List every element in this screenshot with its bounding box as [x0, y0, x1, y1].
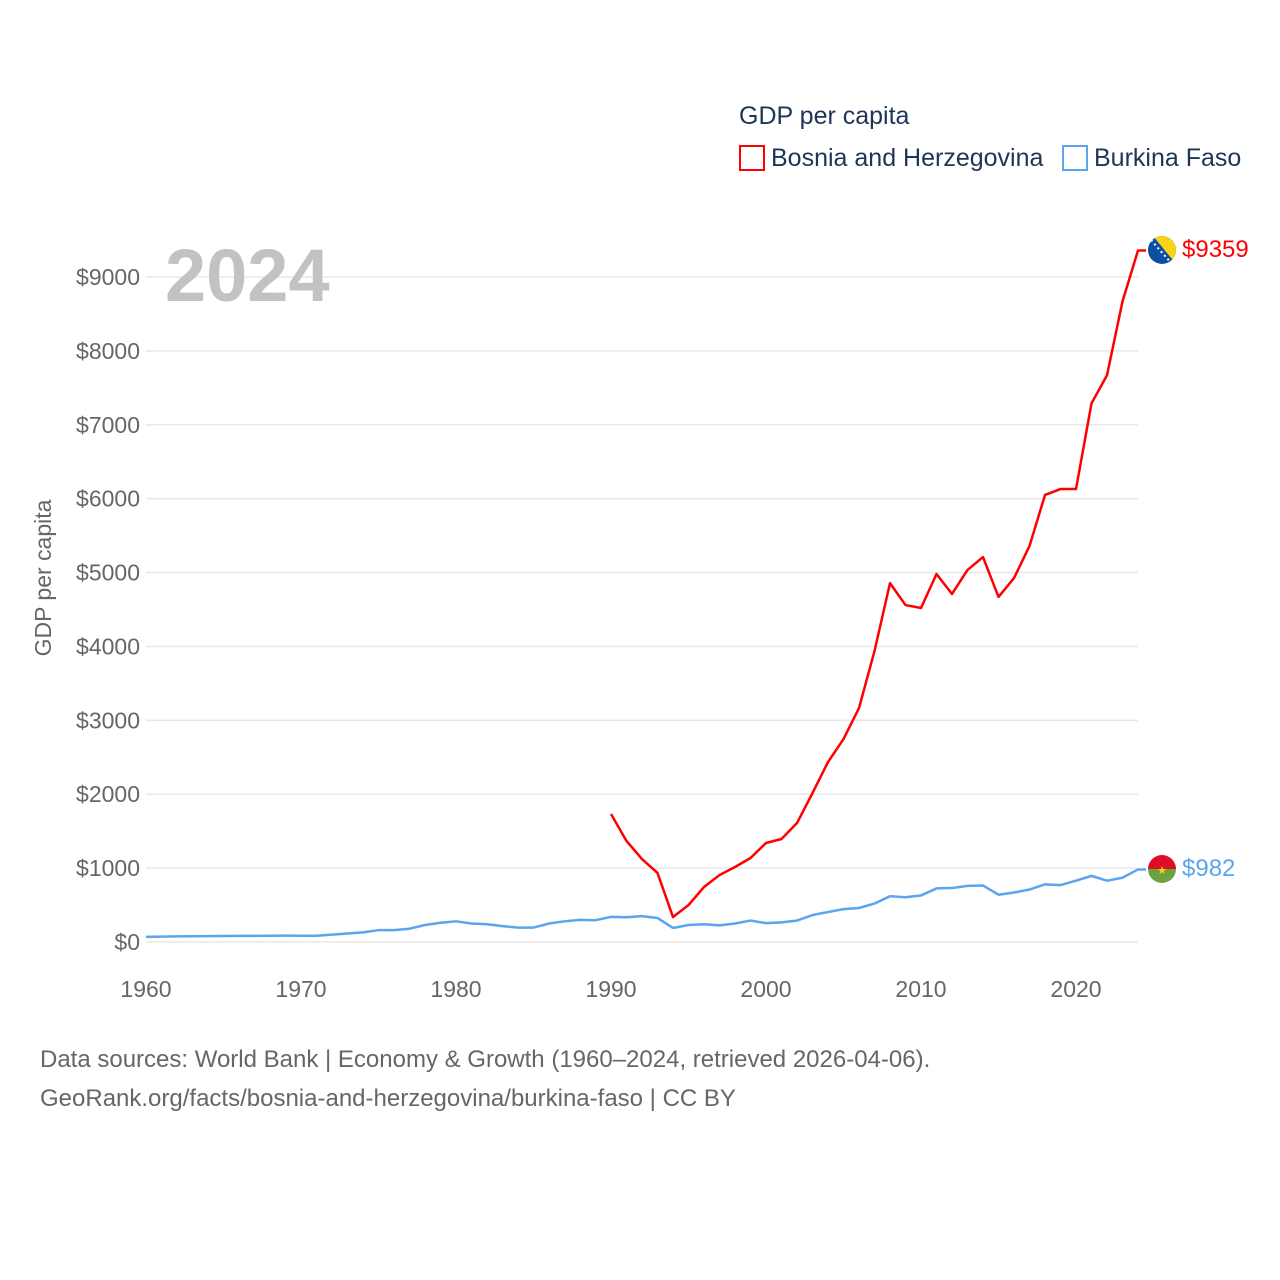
y-tick-label: $6000 [76, 486, 140, 512]
legend-title: GDP per capita [739, 102, 910, 130]
y-tick-label: $3000 [76, 707, 140, 733]
x-tick-label: 1970 [275, 976, 326, 1002]
y-tick-label: $2000 [76, 781, 140, 807]
x-axis-ticks: 1960 1970 1980 1990 2000 2010 2020 [120, 976, 1101, 1002]
legend-label-bosnia[interactable]: Bosnia and Herzegovina [771, 144, 1043, 172]
y-axis-ticks: $0 $1000 $2000 $3000 $4000 $5000 $6000 $7000 $80… [76, 264, 140, 955]
x-tick-label: 1990 [585, 976, 636, 1002]
y-tick-label: $4000 [76, 633, 140, 659]
y-tick-label: $7000 [76, 412, 140, 438]
grid-lines [146, 276, 1138, 943]
bosnia-end-value: $9359 [1182, 236, 1249, 263]
series-line-bosnia [609, 249, 1146, 919]
burkina-end-value: $982 [1182, 855, 1235, 882]
x-tick-label: 2020 [1050, 976, 1101, 1002]
x-tick-label: 2010 [895, 976, 946, 1002]
legend-swatch-burkina [1062, 145, 1088, 171]
x-tick-label: 2000 [740, 976, 791, 1002]
y-tick-label: $0 [114, 929, 140, 955]
series-line-burkina-faso [145, 868, 1146, 939]
x-tick-label: 1960 [120, 976, 171, 1002]
y-tick-label: $1000 [76, 855, 140, 881]
series-lines [145, 249, 1146, 939]
legend-label-burkina[interactable]: Burkina Faso [1094, 144, 1241, 172]
svg-text:★: ★ [1157, 865, 1167, 877]
year-watermark: 2024 [165, 234, 330, 317]
legend: GDP per capita Bosnia and Herzegovina Bu… [739, 102, 1241, 172]
footer-attribution[interactable]: GeoRank.org/facts/bosnia-and-herzegovina… [40, 1085, 736, 1112]
burkina-faso-flag-icon: ★ [1148, 855, 1176, 883]
y-axis-label: GDP per capita [30, 499, 56, 656]
bosnia-flag-icon [1148, 236, 1176, 264]
legend-swatch-bosnia [739, 145, 765, 171]
y-tick-label: $9000 [76, 264, 140, 290]
y-tick-label: $8000 [76, 338, 140, 364]
footer-sources: Data sources: World Bank | Economy & Gro… [40, 1046, 931, 1073]
x-tick-label: 1980 [430, 976, 481, 1002]
y-tick-label: $5000 [76, 560, 140, 586]
